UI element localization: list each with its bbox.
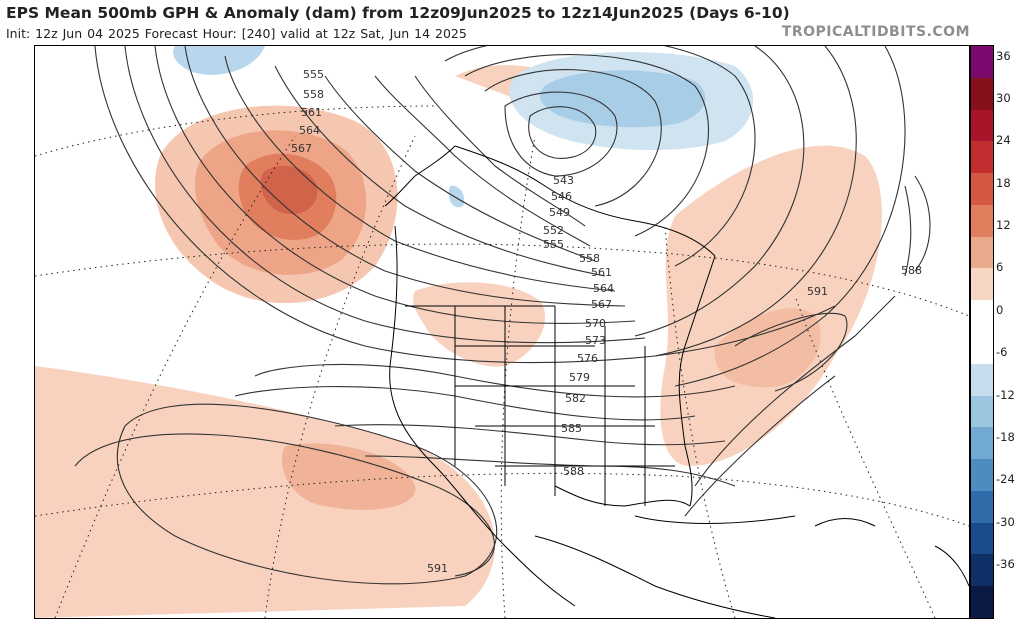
map-svg: 555 558 561 564 567 543 546 549 552 555 … bbox=[35, 46, 969, 618]
colorbar-segment bbox=[971, 395, 993, 428]
contour-label: 591 bbox=[807, 285, 828, 298]
contour-label: 588 bbox=[901, 264, 922, 277]
colorbar-segment bbox=[971, 459, 993, 492]
colorbar-segment bbox=[971, 522, 993, 555]
colorbar bbox=[970, 45, 994, 619]
colorbar-segment bbox=[971, 427, 993, 460]
colorbar-tick-label: 24 bbox=[996, 133, 1011, 148]
colorbar-segment bbox=[971, 141, 993, 174]
graticule bbox=[35, 105, 969, 618]
positive-anomaly-shading bbox=[35, 65, 882, 618]
contour-label: 555 bbox=[543, 238, 564, 251]
colorbar-tick-label: 6 bbox=[996, 260, 1004, 275]
contour-label: 558 bbox=[579, 252, 600, 265]
colorbar-tick-label: -12 bbox=[996, 387, 1015, 402]
contour-label: 564 bbox=[299, 124, 320, 137]
contour-label: 585 bbox=[561, 422, 582, 435]
contour-label: 555 bbox=[303, 68, 324, 81]
contour-label: 573 bbox=[585, 334, 606, 347]
contour-label: 561 bbox=[301, 106, 322, 119]
colorbar-segment bbox=[971, 586, 993, 619]
colorbar-tick-label: -36 bbox=[996, 557, 1015, 572]
contour-label: 567 bbox=[591, 298, 612, 311]
colorbar-tick-label: 18 bbox=[996, 175, 1011, 190]
colorbar-tick-label: 0 bbox=[996, 302, 1004, 317]
contour-labels: 555 558 561 564 567 543 546 549 552 555 … bbox=[291, 68, 922, 575]
colorbar-segment bbox=[971, 363, 993, 396]
colorbar-tick-label: -30 bbox=[996, 514, 1015, 529]
colorbar-segment bbox=[971, 46, 993, 78]
colorbar-tick-label: 12 bbox=[996, 218, 1011, 233]
colorbar-tick-label: 36 bbox=[996, 48, 1011, 63]
colorbar-tick-label: -18 bbox=[996, 429, 1015, 444]
contour-label: 546 bbox=[551, 190, 572, 203]
colorbar-segment bbox=[971, 173, 993, 206]
contour-label: 570 bbox=[585, 317, 606, 330]
coastlines bbox=[384, 145, 969, 618]
contour-label: 591 bbox=[427, 562, 448, 575]
colorbar-tick-label: -6 bbox=[996, 345, 1008, 360]
height-contours bbox=[74, 46, 931, 585]
contour-label: 576 bbox=[577, 352, 598, 365]
brand-watermark: TROPICALTIDBITS.COM bbox=[781, 24, 970, 40]
colorbar-segment bbox=[971, 236, 993, 269]
contour-label: 579 bbox=[569, 371, 590, 384]
colorbar-tick-label: 30 bbox=[996, 90, 1011, 105]
chart-subtitle: Init: 12z Jun 04 2025 Forecast Hour: [24… bbox=[6, 26, 467, 41]
colorbar-segment bbox=[971, 332, 993, 364]
contour-label: 558 bbox=[303, 88, 324, 101]
colorbar-segment bbox=[971, 77, 993, 110]
chart-title: EPS Mean 500mb GPH & Anomaly (dam) from … bbox=[6, 4, 790, 22]
contour-label: 552 bbox=[543, 224, 564, 237]
contour-label: 549 bbox=[549, 206, 570, 219]
colorbar-segment bbox=[971, 490, 993, 523]
colorbar-tick-label: -24 bbox=[996, 472, 1015, 487]
negative-anomaly-shading bbox=[173, 46, 754, 208]
colorbar-segment bbox=[971, 109, 993, 142]
forecast-map: 555 558 561 564 567 543 546 549 552 555 … bbox=[34, 45, 970, 619]
contour-label: 567 bbox=[291, 142, 312, 155]
colorbar-segment bbox=[971, 204, 993, 237]
colorbar-segment bbox=[971, 300, 993, 333]
contour-label: 588 bbox=[563, 465, 584, 478]
colorbar-segment bbox=[971, 554, 993, 587]
colorbar-segment bbox=[971, 268, 993, 301]
contour-label: 543 bbox=[553, 174, 574, 187]
contour-label: 561 bbox=[591, 266, 612, 279]
contour-label: 564 bbox=[593, 282, 614, 295]
contour-label: 582 bbox=[565, 392, 586, 405]
